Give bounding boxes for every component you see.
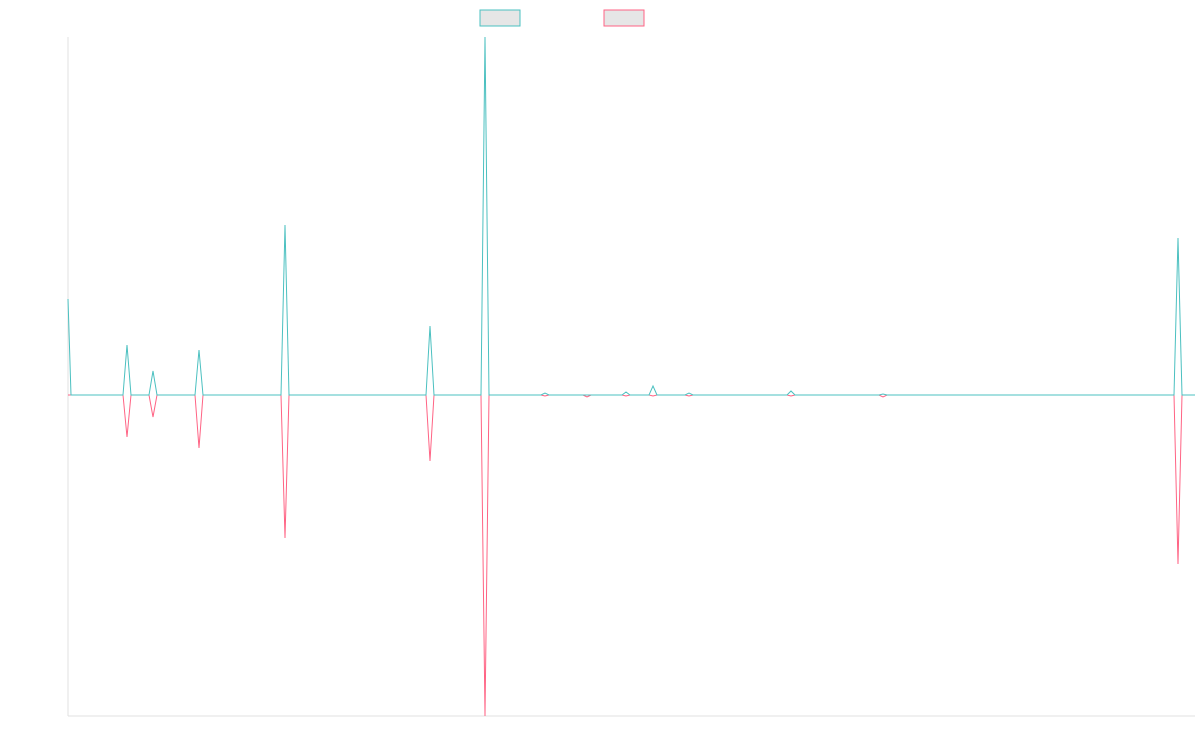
series-line [68, 394, 1195, 717]
legend-swatch [479, 9, 521, 27]
series-line [67, 36, 1195, 396]
legend-swatch [603, 9, 645, 27]
